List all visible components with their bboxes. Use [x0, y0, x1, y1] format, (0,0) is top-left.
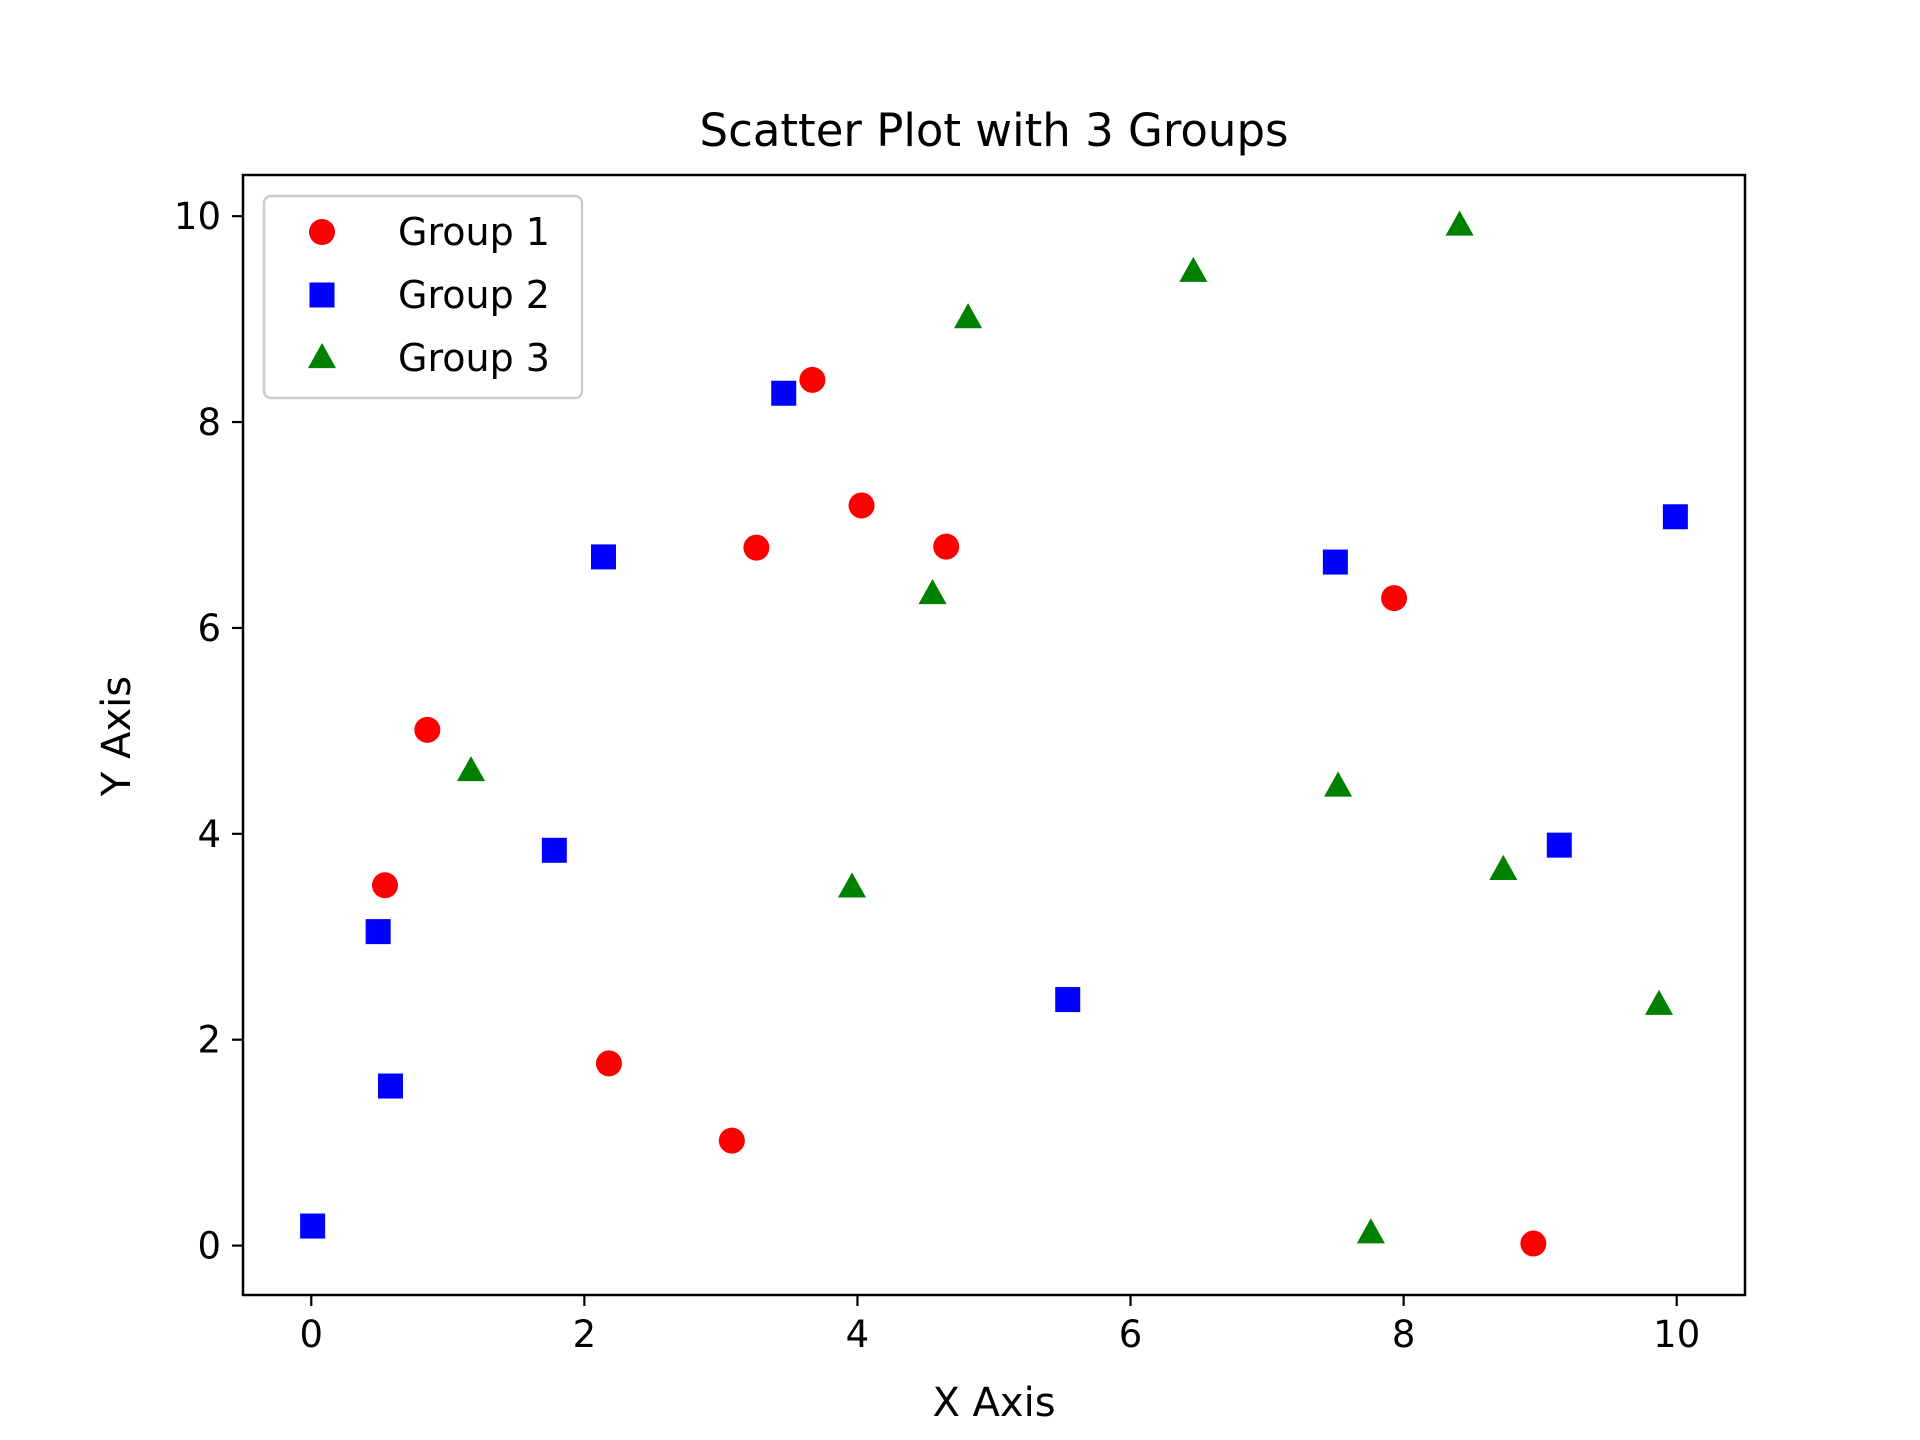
legend-entry-1: Group 1	[309, 210, 550, 254]
y-tick-label: 6	[197, 607, 221, 650]
y-tick-label: 10	[174, 195, 221, 238]
data-point-triangle	[837, 872, 867, 898]
x-tick-label: 10	[1653, 1313, 1700, 1356]
legend-label: Group 1	[398, 210, 550, 254]
chart-title: Scatter Plot with 3 Groups	[700, 104, 1289, 157]
data-point-triangle	[1644, 989, 1674, 1015]
data-point-triangle	[954, 303, 983, 329]
legend-entry-2: Group 2	[309, 273, 550, 317]
legend-marker-triangle	[307, 343, 337, 369]
legend: Group 1 Group 2 Group 3	[262, 194, 584, 400]
x-tick-label: 2	[573, 1313, 597, 1356]
data-point-square	[1546, 832, 1572, 858]
y-axis-label: Y Axis	[94, 676, 140, 797]
legend-label: Group 2	[398, 273, 550, 317]
data-point-triangle	[1445, 210, 1474, 236]
data-point-circle	[595, 1050, 622, 1077]
legend-marker-square	[309, 282, 335, 308]
plot-area-frame	[241, 173, 1747, 1297]
data-point-circle	[1520, 1230, 1547, 1257]
data-point-square	[771, 380, 797, 406]
x-tick-label: 6	[1119, 1313, 1143, 1356]
legend-label: Group 3	[398, 336, 550, 380]
x-tick-label: 4	[846, 1313, 870, 1356]
data-point-circle	[933, 533, 960, 560]
data-point-triangle	[1356, 1218, 1385, 1244]
legend-entry-3: Group 3	[307, 336, 550, 380]
legend-marker-circle	[309, 219, 335, 245]
data-point-circle	[718, 1127, 745, 1154]
data-point-circle	[414, 716, 441, 743]
data-point-circle	[1381, 585, 1408, 612]
data-point-triangle	[1324, 771, 1353, 797]
y-tick-label: 8	[197, 401, 221, 444]
data-point-square	[365, 919, 391, 945]
series-group-3	[456, 210, 1674, 1244]
x-axis-ticks: 0 2 4 6 8 10	[299, 1295, 1700, 1356]
data-point-square	[1322, 549, 1348, 575]
x-axis-label: X Axis	[932, 1380, 1055, 1426]
data-point-triangle	[1179, 256, 1208, 282]
series-group-1	[372, 366, 1547, 1257]
data-point-circle	[799, 366, 826, 393]
data-point-square	[1055, 987, 1081, 1013]
data-point-square	[1662, 504, 1688, 530]
data-point-square	[541, 837, 567, 863]
data-point-triangle	[456, 756, 486, 782]
data-point-circle	[848, 492, 875, 519]
x-tick-label: 0	[299, 1313, 323, 1356]
legend-items: Group 1 Group 2 Group 3	[307, 210, 550, 380]
data-point-square	[300, 1213, 326, 1239]
legend-box	[262, 194, 584, 400]
data-point-square	[377, 1073, 403, 1099]
y-axis-ticks: 0 2 4 6 8 10	[174, 195, 243, 1268]
x-tick-label: 8	[1392, 1313, 1416, 1356]
series-group-2	[300, 380, 1688, 1239]
data-points	[300, 210, 1688, 1257]
y-tick-label: 2	[197, 1019, 221, 1062]
data-point-triangle	[918, 579, 947, 605]
data-point-circle	[743, 534, 770, 561]
data-point-triangle	[1489, 854, 1518, 880]
y-tick-label: 0	[197, 1225, 221, 1268]
data-point-circle	[372, 872, 399, 899]
data-point-square	[590, 544, 616, 570]
y-tick-label: 4	[197, 813, 221, 856]
